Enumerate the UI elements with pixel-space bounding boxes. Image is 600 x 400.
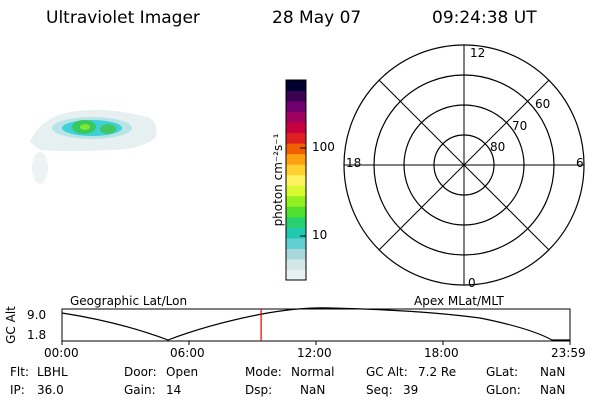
colorbar-segment bbox=[286, 80, 306, 92]
glat-label: GLat: bbox=[486, 365, 519, 379]
polar-diagonal-2 bbox=[378, 79, 550, 251]
gcalt-label: GC Alt: bbox=[366, 365, 408, 379]
colorbar-segment bbox=[286, 195, 306, 207]
timeline-ylabel: GC Alt bbox=[4, 306, 18, 344]
timeline-left-title: Geographic Lat/Lon bbox=[70, 294, 188, 308]
flt-value: LBHL bbox=[37, 365, 68, 379]
colorbar-segment bbox=[286, 153, 306, 165]
gain-value: 14 bbox=[166, 383, 182, 397]
colorbar bbox=[285, 79, 307, 281]
aurora-image bbox=[30, 110, 157, 184]
colorbar-segment bbox=[286, 216, 306, 228]
colorbar-segment bbox=[286, 258, 306, 270]
colorbar-segment bbox=[286, 101, 306, 113]
xtick-label-2: 12:00 bbox=[297, 346, 332, 360]
colorbar-segment bbox=[286, 164, 306, 176]
colorbar-segment bbox=[286, 206, 306, 218]
colorbar-segment bbox=[286, 269, 306, 281]
colorbar-tick-100: 100 bbox=[312, 140, 335, 154]
xtick-label-0: 00:00 bbox=[44, 346, 79, 360]
colorbar-segment bbox=[286, 132, 306, 144]
colorbar-segment bbox=[286, 111, 306, 123]
date-label: 28 May 07 bbox=[272, 8, 362, 28]
dsp-label: Dsp: bbox=[245, 383, 273, 397]
timeline-ymin-label: 1.8 bbox=[27, 328, 47, 342]
door-value: Open bbox=[166, 365, 199, 379]
glat-value: NaN bbox=[540, 365, 566, 379]
polar-ring-label-80: 80 bbox=[490, 140, 506, 154]
mode-value: Normal bbox=[291, 365, 335, 379]
colorbar-segment bbox=[286, 122, 306, 134]
colorbar-segment bbox=[286, 90, 306, 102]
timeline-frame bbox=[61, 308, 571, 342]
xtick-label-1: 06:00 bbox=[170, 346, 205, 360]
dsp-value: NaN bbox=[300, 383, 326, 397]
polar-label-6: 6 bbox=[576, 156, 584, 170]
timeline-plot bbox=[61, 307, 571, 345]
xtick-label-3: 18:00 bbox=[424, 346, 459, 360]
flt-label: Flt: bbox=[10, 365, 29, 379]
aurora-core bbox=[80, 124, 90, 130]
timeline-ymax-label: 9.0 bbox=[27, 308, 47, 322]
polar-ring-label-60: 60 bbox=[535, 97, 551, 111]
colorbar-segment bbox=[286, 248, 306, 260]
instrument-title: Ultraviolet Imager bbox=[46, 8, 200, 28]
seq-label: Seq: bbox=[366, 383, 393, 397]
aurora-faint-edge bbox=[32, 152, 48, 184]
polar-label-12: 12 bbox=[470, 46, 486, 60]
gcalt-value: 7.2 Re bbox=[418, 365, 457, 379]
colorbar-frame bbox=[285, 79, 307, 281]
xtick-label-4: 23:59 bbox=[551, 346, 586, 360]
glon-value: NaN bbox=[540, 383, 566, 397]
polar-plot bbox=[343, 44, 585, 286]
polar-label-18: 18 bbox=[346, 156, 362, 170]
seq-value: 39 bbox=[403, 383, 419, 397]
colorbar-segment bbox=[286, 227, 306, 239]
colorbar-segment bbox=[286, 185, 306, 197]
colorbar-segment bbox=[286, 237, 306, 249]
aurora-bright-spot-2 bbox=[100, 124, 116, 134]
polar-label-0: 0 bbox=[468, 276, 476, 290]
colorbar-tick-10: 10 bbox=[312, 228, 328, 242]
door-label: Door: bbox=[124, 365, 157, 379]
mode-label: Mode: bbox=[245, 365, 282, 379]
ip-label: IP: bbox=[10, 383, 25, 397]
time-label: 09:24:38 UT bbox=[432, 8, 537, 28]
colorbar-segment bbox=[286, 143, 306, 155]
colorbar-unit-label: photon cm⁻²s⁻¹ bbox=[271, 133, 285, 227]
timeline-right-title: Apex MLat/MLT bbox=[414, 294, 504, 308]
glon-label: GLon: bbox=[486, 383, 521, 397]
polar-ring-label-70: 70 bbox=[512, 119, 528, 133]
ip-value: 36.0 bbox=[37, 383, 64, 397]
colorbar-segment bbox=[286, 174, 306, 186]
altitude-curve bbox=[61, 307, 570, 341]
gain-label: Gain: bbox=[124, 383, 156, 397]
